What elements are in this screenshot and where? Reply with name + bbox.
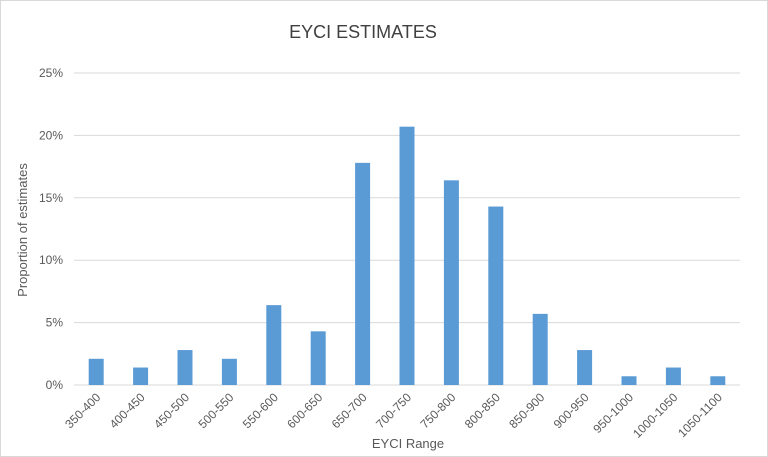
bar <box>88 358 104 385</box>
y-tick-label: 15% <box>39 191 63 205</box>
bar <box>355 162 371 385</box>
bar <box>133 367 149 385</box>
bar <box>710 376 726 385</box>
y-tick-label: 0% <box>46 378 64 392</box>
bar <box>399 126 415 385</box>
bar <box>577 350 593 385</box>
y-tick-label: 10% <box>39 253 63 267</box>
y-tick-label: 25% <box>39 66 63 80</box>
bar <box>221 358 237 385</box>
bar <box>310 331 326 385</box>
bar <box>443 180 459 385</box>
y-axis-label: Proportion of estimates <box>15 163 30 297</box>
y-tick-label: 5% <box>46 316 64 330</box>
y-tick-label: 20% <box>39 128 63 142</box>
y-tick-labels: 0% 5% 10% 15% 20% 25% <box>39 66 63 392</box>
bar <box>532 313 548 385</box>
bar <box>266 305 282 385</box>
x-axis-label: EYCI Range <box>372 436 444 451</box>
bar-layer <box>88 126 726 385</box>
bar <box>177 350 193 385</box>
bar <box>665 367 681 385</box>
chart-title: EYCI ESTIMATES <box>289 22 437 42</box>
bar <box>621 376 637 385</box>
bar <box>488 206 504 385</box>
